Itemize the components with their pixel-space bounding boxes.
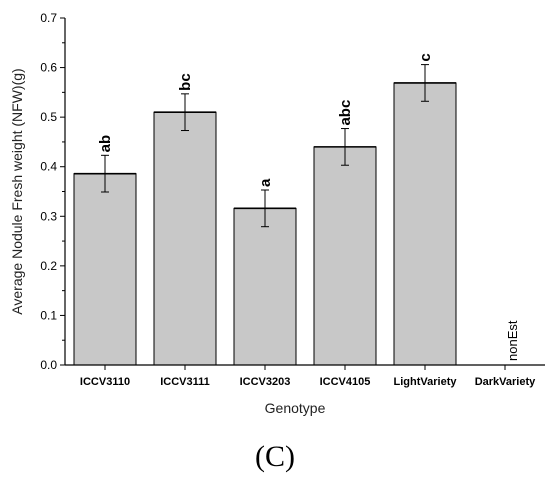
significance-label: c — [417, 53, 434, 61]
significance-label: a — [257, 178, 274, 187]
y-tick-label: 0.7 — [40, 11, 57, 25]
x-tick-label: ICCV3110 — [80, 376, 130, 388]
x-tick-label: ICCV4105 — [320, 376, 371, 388]
bar — [313, 146, 377, 366]
bar — [393, 82, 457, 366]
y-tick-label: 0.1 — [40, 308, 57, 322]
missing-value-label: nonEst — [505, 320, 520, 361]
bars: ab bc a abc c nonEst — [73, 53, 520, 366]
bar — [153, 111, 217, 366]
bar-chart: 0.0 0.1 0.2 0.3 0.4 0.5 0.6 0.7 ab bc a abc c nonEst… — [9, 11, 545, 416]
bar — [233, 207, 297, 366]
y-tick-label: 0.3 — [40, 209, 57, 223]
x-tick-label: ICCV3111 — [160, 376, 210, 388]
significance-label: bc — [177, 73, 194, 91]
y-tick-label: 0.4 — [40, 160, 57, 174]
x-tick-label: ICCV3203 — [240, 376, 291, 388]
x-axis-label: Genotype — [265, 400, 326, 416]
y-axis-label: Average Nodule Fresh weight (NFW)(g) — [9, 68, 25, 314]
y-axis: 0.0 0.1 0.2 0.3 0.4 0.5 0.6 0.7 — [40, 11, 66, 372]
significance-label: abc — [337, 100, 354, 126]
y-tick-label: 0.6 — [40, 61, 57, 75]
y-tick-label: 0.2 — [40, 259, 57, 273]
panel-label: (C) — [255, 440, 295, 473]
x-axis: ICCV3110 ICCV3111 ICCV3203 ICCV4105 LightVar… — [65, 364, 545, 388]
y-tick-label: 0.0 — [40, 358, 57, 372]
bar — [73, 173, 137, 366]
y-tick-label: 0.5 — [40, 110, 57, 124]
x-tick-label: LightVariety — [394, 376, 458, 388]
x-tick-label: DarkVariety — [475, 376, 536, 388]
significance-label: ab — [97, 135, 114, 153]
